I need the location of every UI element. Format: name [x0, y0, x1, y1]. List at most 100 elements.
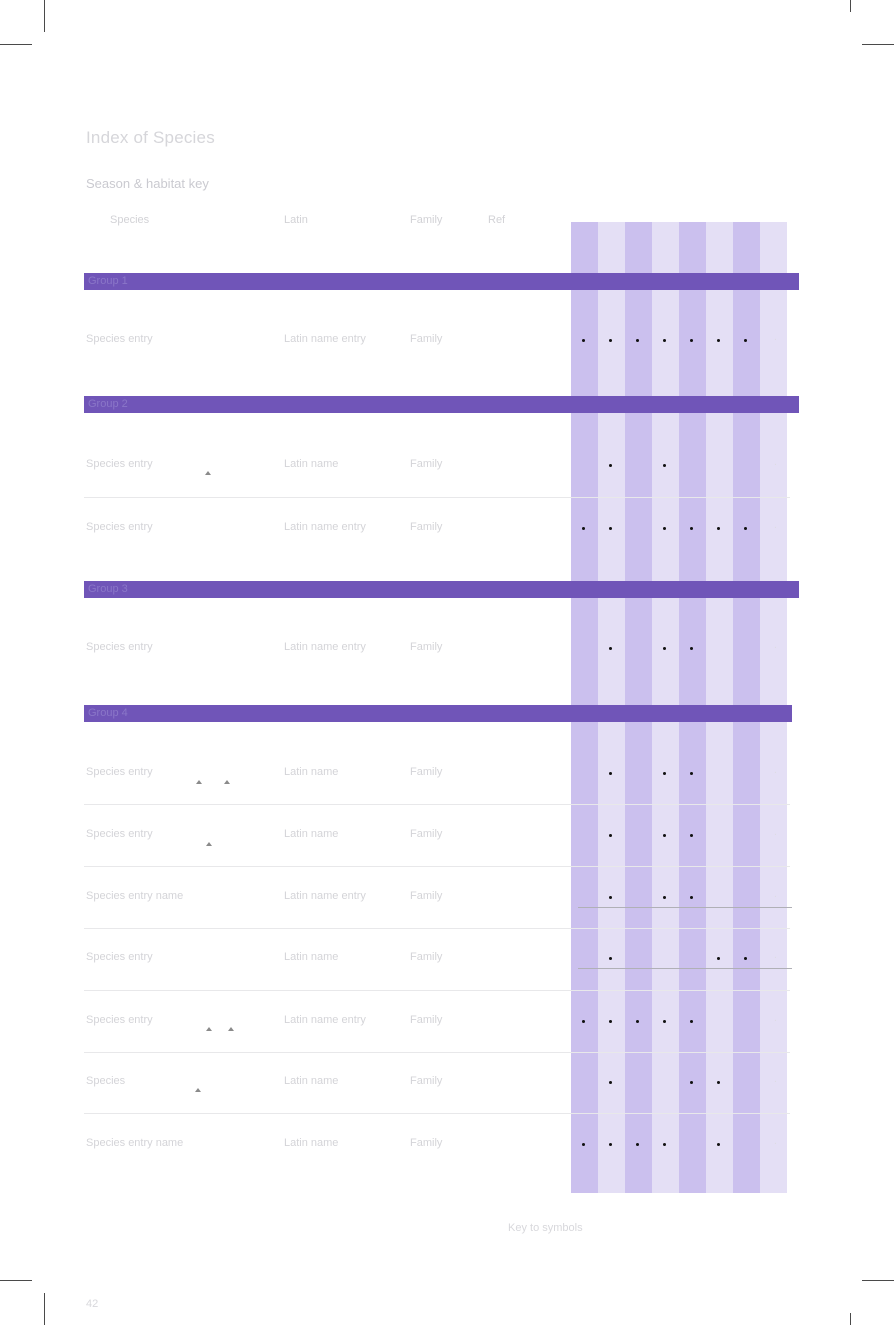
crop-mark [44, 1293, 45, 1325]
caret-mark [195, 1088, 201, 1092]
row-end-marker: ∙ [774, 1015, 777, 1026]
row-end-marker: ∙ [774, 459, 777, 470]
presence-dot [609, 772, 612, 775]
row-separator [84, 866, 790, 867]
presence-dot [609, 339, 612, 342]
section-label: Group 1 [88, 275, 128, 287]
row-end-marker: ∙ [774, 1076, 777, 1087]
row-family: Family [410, 951, 443, 963]
row-latin: Latin name [284, 766, 339, 778]
presence-dot [744, 957, 747, 960]
section-label: Group 4 [88, 707, 128, 719]
presence-dot [717, 1143, 720, 1146]
row-latin: Latin name entry [284, 333, 366, 345]
presence-dot [690, 834, 693, 837]
presence-dot [690, 647, 693, 650]
row-name: Species entry [86, 458, 153, 470]
row-family: Family [410, 828, 443, 840]
footer-note: Key to symbols [508, 1222, 583, 1234]
row-end-marker: ∙ [774, 891, 777, 902]
row-family: Family [410, 458, 443, 470]
row-latin: Latin name [284, 951, 339, 963]
row-latin: Latin name [284, 1137, 339, 1149]
row-family: Family [410, 641, 443, 653]
caret-mark [205, 471, 211, 475]
presence-dot [582, 1020, 585, 1023]
presence-dot [744, 527, 747, 530]
section-header: Group 4 [84, 705, 792, 722]
presence-dot [690, 896, 693, 899]
row-end-marker: ∙ [774, 334, 777, 345]
presence-dot [663, 896, 666, 899]
crop-mark [0, 1280, 32, 1281]
crop-mark [850, 0, 851, 12]
column-header-ref: Ref [488, 214, 506, 226]
row-separator [84, 1113, 790, 1114]
row-end-marker: ∙ [774, 829, 777, 840]
row-separator [84, 990, 790, 991]
presence-dot [609, 957, 612, 960]
row-latin: Latin name entry [284, 641, 366, 653]
presence-dot [717, 957, 720, 960]
presence-dot [717, 339, 720, 342]
row-name: Species entry name [86, 1137, 184, 1149]
row-family: Family [410, 890, 443, 902]
presence-dot [582, 339, 585, 342]
section-header: Group 1 [84, 273, 799, 290]
presence-dot [609, 527, 612, 530]
crop-mark [850, 1313, 851, 1325]
row-latin: Latin name [284, 828, 339, 840]
row-family: Family [410, 333, 443, 345]
row-name: Species entry name [86, 890, 184, 902]
presence-dot [690, 772, 693, 775]
presence-dot [636, 1020, 639, 1023]
presence-dot [690, 339, 693, 342]
crop-mark [44, 0, 45, 32]
row-name: Species [86, 1075, 126, 1087]
page-subtitle: Season & habitat key [86, 176, 209, 191]
presence-dot [582, 527, 585, 530]
section-header: Group 2 [84, 396, 799, 413]
crop-mark [862, 44, 894, 45]
caret-mark [228, 1027, 234, 1031]
presence-dot [609, 834, 612, 837]
row-name: Species entry [86, 1014, 153, 1026]
row-latin: Latin name entry [284, 890, 366, 902]
presence-dot [663, 527, 666, 530]
presence-dot [609, 1020, 612, 1023]
presence-dot [663, 339, 666, 342]
row-name: Species entry [86, 641, 153, 653]
column-header-latin: Latin [284, 214, 308, 226]
section-label: Group 3 [88, 583, 128, 595]
row-separator [84, 1052, 790, 1053]
presence-dot [690, 1020, 693, 1023]
row-separator [84, 928, 790, 929]
caret-mark [206, 842, 212, 846]
row-end-marker: ∙ [774, 642, 777, 653]
column-header-family: Family [410, 214, 443, 226]
column-rule [578, 968, 792, 969]
section-header: Group 3 [84, 581, 799, 598]
row-name: Species entry [86, 951, 153, 963]
page-number: 42 [86, 1298, 99, 1310]
presence-dot [609, 1143, 612, 1146]
presence-dot [609, 464, 612, 467]
row-latin: Latin name [284, 458, 339, 470]
presence-dot [690, 1081, 693, 1084]
row-name: Species entry [86, 333, 153, 345]
row-name: Species entry [86, 828, 153, 840]
presence-dot [663, 1020, 666, 1023]
page-title: Index of Species [86, 128, 215, 147]
presence-dot [663, 464, 666, 467]
presence-dot [663, 834, 666, 837]
row-end-marker: ∙ [774, 1138, 777, 1149]
row-separator [84, 804, 790, 805]
presence-dot [609, 647, 612, 650]
row-family: Family [410, 766, 443, 778]
caret-mark [224, 780, 230, 784]
crop-mark [0, 44, 32, 45]
row-family: Family [410, 1075, 443, 1087]
column-header-name: Species [110, 214, 150, 226]
presence-dot [636, 1143, 639, 1146]
presence-dot [663, 772, 666, 775]
